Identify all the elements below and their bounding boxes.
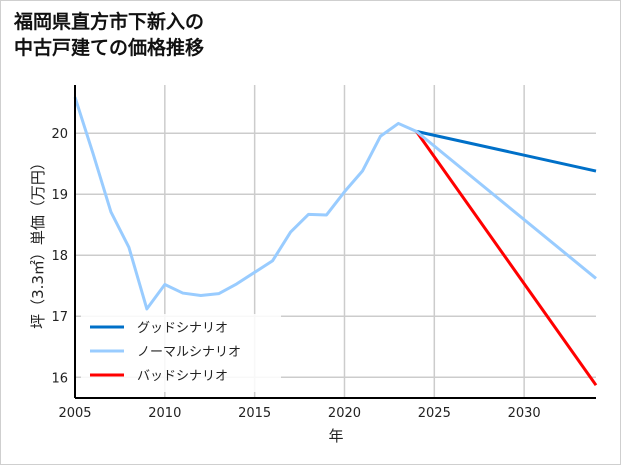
x-tick-label: 2030 <box>508 406 541 421</box>
y-tick-label: 19 <box>51 188 68 203</box>
y-axis-label: 坪（3.3㎡）単価（万円） <box>29 155 47 329</box>
x-tick-label: 2005 <box>58 406 91 421</box>
y-tick-label: 18 <box>51 249 68 264</box>
title-line-2: 中古戸建ての価格推移 <box>14 37 205 59</box>
x-tick-label: 2025 <box>418 406 451 421</box>
series-line-1 <box>73 96 597 311</box>
y-tick-label: 17 <box>51 310 68 325</box>
title-line-1: 福岡県直方市下新入の <box>14 11 205 33</box>
chart-title: 福岡県直方市下新入の 中古戸建ての価格推移 <box>14 9 204 61</box>
legend-label-0: グッドシナリオ <box>137 321 228 336</box>
legend-label-2: バッドシナリオ <box>137 369 228 384</box>
x-tick-label: 2020 <box>328 406 361 421</box>
x-tick-label: 2010 <box>148 406 181 421</box>
y-tick-label: 16 <box>51 371 68 386</box>
series-line-0 <box>416 129 597 173</box>
x-tick-label: 2015 <box>238 406 271 421</box>
series-line-2 <box>415 130 598 387</box>
legend-label-1: ノーマルシナリオ <box>137 345 241 360</box>
x-axis-label: 年 <box>328 427 343 445</box>
y-tick-label: 20 <box>51 127 68 142</box>
